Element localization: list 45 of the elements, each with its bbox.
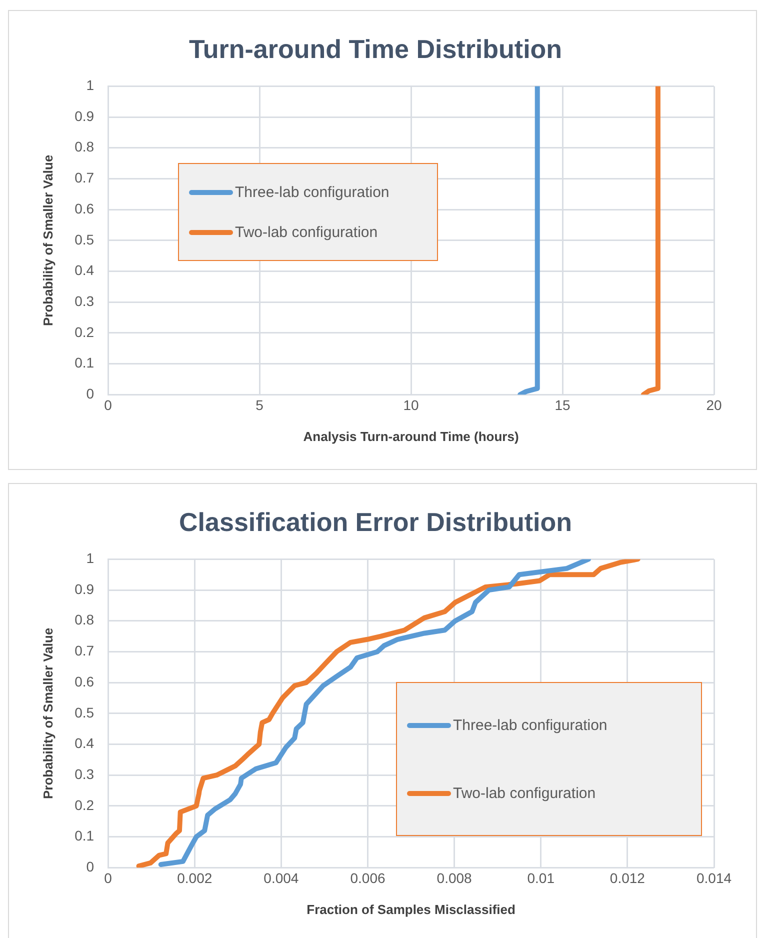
x-axis-title: Analysis Turn-around Time (hours) (303, 428, 519, 444)
y-tick-label: 0.7 (74, 170, 94, 186)
y-tick-label: 1 (86, 550, 94, 566)
legend-label: Two-lab configuration (453, 784, 596, 802)
y-tick-label: 0.9 (74, 580, 94, 597)
y-tick-label: 0.2 (74, 796, 94, 813)
x-tick-label: 0.002 (177, 870, 212, 886)
x-tick-label: 0.004 (264, 870, 299, 886)
x-tick-label: 0 (104, 396, 112, 413)
legend-label: Two-lab configuration (235, 224, 378, 240)
y-axis-title: Probability of Smaller Value (40, 154, 56, 326)
y-tick-label: 0.3 (74, 292, 94, 309)
x-tick-label: 20 (706, 396, 722, 413)
y-tick-label: 0.1 (74, 354, 94, 371)
y-tick-label: 0.6 (74, 200, 94, 216)
y-tick-label: 0 (86, 385, 94, 402)
y-tick-label: 0.6 (74, 673, 94, 690)
y-tick-label: 0.4 (74, 735, 94, 752)
chart-title: Classification Error Distribution (179, 506, 572, 537)
legend-label: Three-lab configuration (453, 716, 608, 734)
y-tick-label: 0.9 (74, 108, 94, 124)
x-tick-label: 0.012 (610, 870, 646, 886)
x-axis-title: Fraction of Samples Misclassified (306, 902, 516, 917)
y-tick-label: 0.2 (74, 324, 94, 340)
x-tick-label: 0.01 (527, 870, 555, 886)
y-tick-label: 0.8 (74, 612, 94, 628)
y-axis-title: Probability of Smaller Value (40, 628, 56, 800)
x-tick-label: 5 (256, 396, 264, 413)
x-tick-label: 0.014 (696, 870, 732, 886)
y-tick-label: 0.4 (74, 262, 94, 278)
y-tick-label: 0.8 (74, 138, 94, 155)
y-tick-label: 0.7 (74, 642, 94, 659)
x-tick-label: 0.008 (436, 870, 472, 886)
legend-label: Three-lab configuration (235, 184, 390, 200)
x-tick-label: 0 (104, 870, 112, 886)
chart-title: Turn-around Time Distribution (188, 34, 562, 64)
y-tick-label: 0 (86, 858, 94, 874)
y-tick-label: 0.5 (74, 231, 94, 248)
x-tick-label: 0.006 (350, 870, 386, 886)
x-tick-label: 15 (554, 396, 571, 413)
y-tick-label: 0.5 (74, 704, 94, 720)
y-tick-label: 0.1 (74, 828, 94, 844)
y-tick-label: 1 (86, 77, 94, 94)
x-tick-label: 10 (403, 396, 420, 413)
y-tick-label: 0.3 (74, 766, 94, 782)
